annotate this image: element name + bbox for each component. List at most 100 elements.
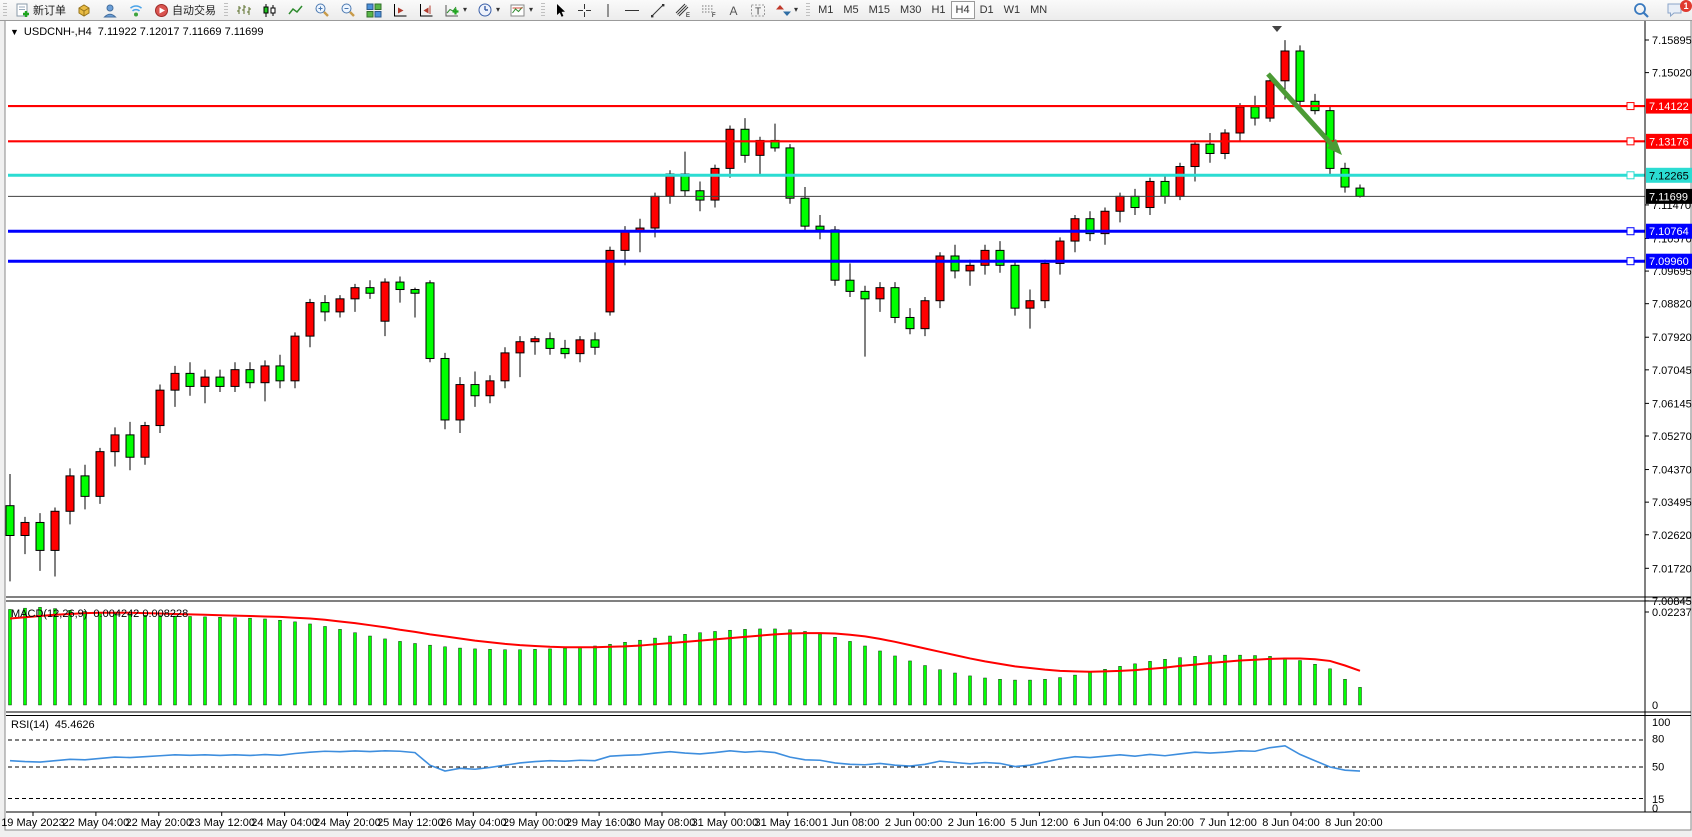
svg-text:5 Jun 12:00: 5 Jun 12:00 — [1011, 817, 1069, 829]
line-handle[interactable] — [1626, 102, 1635, 111]
timeframe-MN[interactable]: MN — [1025, 1, 1052, 19]
new-chart-dropdown[interactable]: ▾ — [440, 1, 471, 19]
rsi-line — [9, 745, 1361, 772]
chart-title-ohlc: 7.11922 7.12017 7.11669 7.11699 — [97, 26, 264, 38]
svg-text:31 May 16:00: 31 May 16:00 — [754, 817, 821, 829]
channel-icon: E — [675, 3, 691, 18]
svg-text:7.07045: 7.07045 — [1652, 365, 1692, 377]
toolbar-right: 1 — [1628, 0, 1692, 20]
crosshair-icon — [577, 3, 592, 18]
fibonacci-button[interactable]: F — [697, 1, 721, 19]
autotrading-icon — [154, 3, 169, 18]
zoom-out-icon — [340, 2, 356, 18]
search-icon — [1633, 2, 1650, 19]
clock-icon — [477, 2, 493, 18]
text-button[interactable]: A — [723, 1, 744, 19]
market-icon — [76, 3, 92, 18]
templates-dropdown[interactable]: ▾ — [506, 1, 537, 19]
svg-text:2 Jun 00:00: 2 Jun 00:00 — [885, 817, 943, 829]
svg-text:26 May 04:00: 26 May 04:00 — [440, 817, 507, 829]
crosshair-button[interactable] — [573, 1, 596, 19]
signals-button[interactable] — [124, 1, 148, 19]
periods-dropdown[interactable]: ▾ — [473, 1, 504, 19]
macd-indicator-label: MACD(12,26,9) 0.004242 0.008228 — [11, 608, 189, 620]
rsi-value: 45.4626 — [54, 719, 95, 731]
chart-canvas: 7.158957.150207.114707.105707.096957.088… — [1, 19, 1692, 831]
chart-shift-button[interactable] — [414, 1, 438, 19]
svg-text:7.15020: 7.15020 — [1652, 68, 1692, 80]
chart-window: 7.15895 7.15020 7.11470 7.10570 7.09695 7.088… — [0, 19, 1692, 837]
rsi-panel — [8, 739, 1645, 799]
timeframe-H1[interactable]: H1 — [926, 1, 950, 19]
trend-arrow-annotation[interactable] — [1266, 72, 1342, 155]
svg-text:7.09695: 7.09695 — [1652, 266, 1692, 278]
symbol-dropdown-icon[interactable]: ▼ — [10, 27, 19, 37]
trendline-button[interactable] — [646, 1, 669, 19]
svg-text:0.022374: 0.022374 — [1652, 607, 1692, 619]
chat-button[interactable]: 1 — [1662, 0, 1692, 19]
svg-text:A: A — [730, 4, 738, 18]
cursor-button[interactable] — [549, 1, 571, 19]
zoom-out-button[interactable] — [336, 1, 360, 19]
svg-text:29 May 00:00: 29 May 00:00 — [503, 817, 570, 829]
line-price-tag — [1646, 167, 1692, 183]
svg-text:25 May 12:00: 25 May 12:00 — [377, 817, 444, 829]
auto-scroll-icon — [392, 3, 408, 18]
arrows-dropdown[interactable]: ▾ — [772, 1, 802, 19]
svg-text:7.05270: 7.05270 — [1652, 431, 1692, 443]
line-handle[interactable] — [1626, 227, 1635, 236]
svg-text:6 Jun 04:00: 6 Jun 04:00 — [1074, 817, 1132, 829]
timeframe-D1[interactable]: D1 — [975, 1, 999, 19]
equidistant-channel-button[interactable]: E — [671, 1, 695, 19]
timeframe-M30[interactable]: M30 — [895, 1, 926, 19]
text-icon: A — [727, 3, 740, 18]
svg-text:0: 0 — [1652, 803, 1658, 815]
zoom-in-button[interactable] — [310, 1, 334, 19]
auto-scroll-button[interactable] — [388, 1, 412, 19]
candlestick-chart-button[interactable] — [258, 1, 282, 19]
chart-title: ▼ USDCNH-,H4 7.11922 7.12017 7.11669 7.116… — [10, 26, 264, 38]
toolbar-grip — [3, 3, 7, 17]
svg-text:7.15895: 7.15895 — [1652, 35, 1692, 47]
chart-title-symbol: USDCNH-,H4 — [23, 26, 92, 38]
svg-text:31 May 00:00: 31 May 00:00 — [692, 817, 759, 829]
chart-shift-icon — [418, 3, 434, 18]
line-chart-icon — [288, 3, 304, 18]
svg-text:8 Jun 04:00: 8 Jun 04:00 — [1262, 817, 1320, 829]
svg-text:100: 100 — [1652, 717, 1670, 729]
market-button[interactable] — [72, 1, 96, 19]
community-button[interactable] — [98, 1, 122, 19]
vertical-line-button[interactable] — [598, 1, 618, 19]
line-chart-button[interactable] — [284, 1, 308, 19]
svg-text:7.12265: 7.12265 — [1649, 170, 1689, 182]
zoom-in-icon — [314, 2, 330, 18]
timeframe-M5[interactable]: M5 — [838, 1, 863, 19]
search-button[interactable] — [1629, 1, 1654, 19]
line-handle[interactable] — [1626, 257, 1635, 266]
horizontal-line-button[interactable] — [620, 1, 644, 19]
svg-text:7.07920: 7.07920 — [1652, 332, 1692, 344]
svg-text:T: T — [755, 6, 761, 17]
timeframe-W1[interactable]: W1 — [999, 1, 1026, 19]
new-chart-icon — [444, 3, 460, 18]
svg-text:7.11699: 7.11699 — [1649, 191, 1688, 203]
svg-text:7.10764: 7.10764 — [1649, 226, 1689, 238]
arrows-icon — [776, 3, 792, 18]
person-icon — [102, 3, 118, 18]
bar-chart-button[interactable] — [232, 1, 256, 19]
timeframe-H4[interactable]: H4 — [950, 1, 975, 19]
tile-windows-button[interactable] — [362, 1, 386, 19]
svg-text:E: E — [686, 13, 690, 18]
text-label-button[interactable]: T — [746, 1, 770, 19]
timeframe-M15[interactable]: M15 — [864, 1, 895, 19]
svg-text:1 Jun 08:00: 1 Jun 08:00 — [822, 817, 880, 829]
line-handle[interactable] — [1626, 171, 1635, 180]
timeframe-M1[interactable]: M1 — [813, 1, 838, 19]
svg-text:30 May 08:00: 30 May 08:00 — [629, 817, 696, 829]
new-order-button[interactable]: 新订单 — [11, 1, 70, 19]
svg-text:22 May 20:00: 22 May 20:00 — [125, 817, 192, 829]
svg-text:7.03495: 7.03495 — [1652, 497, 1692, 509]
autotrading-button[interactable]: 自动交易 — [150, 1, 220, 19]
line-handle[interactable] — [1626, 137, 1635, 146]
candlestick-icon — [262, 3, 278, 18]
